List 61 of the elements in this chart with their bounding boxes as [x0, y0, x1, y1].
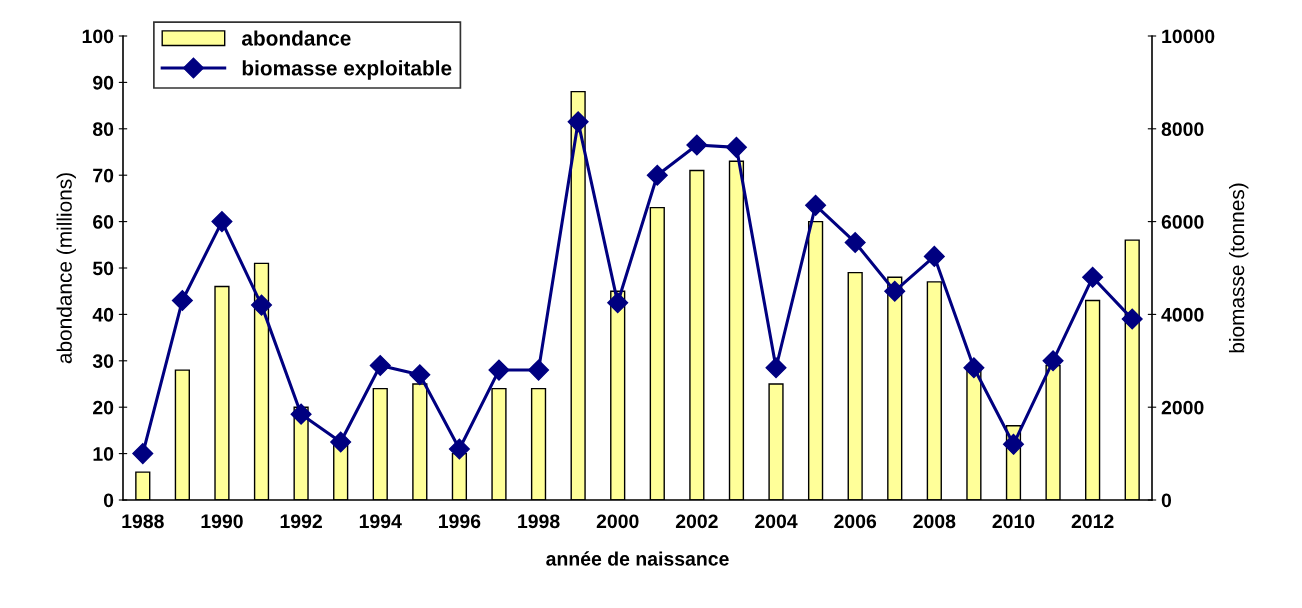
point: [607, 292, 629, 314]
x-tick-label: 1988: [122, 514, 164, 529]
y-tick-label: 20: [93, 400, 114, 415]
x-tick-label: 2006: [834, 514, 877, 529]
point: [1002, 433, 1024, 455]
legend-label: abondance: [241, 30, 351, 46]
x-tick-label: 2002: [675, 514, 718, 529]
y-tick-label: 30: [92, 354, 114, 369]
point: [171, 289, 193, 311]
point: [765, 357, 787, 379]
y2-tick-label: 0: [1161, 493, 1172, 508]
y2-tick-label: 4000: [1161, 307, 1204, 322]
x-tick-label: 1992: [280, 514, 322, 529]
x-axis-title: année de naissance: [546, 551, 729, 566]
y2-tick-label: 10000: [1162, 29, 1215, 44]
x-tick-label: 1990: [201, 514, 243, 529]
point: [646, 164, 668, 186]
x-tick-label: 2012: [1071, 514, 1114, 529]
y-tick-label: 50: [92, 261, 114, 276]
x-tick-label: 2004: [755, 514, 798, 529]
x-tick-label: 2000: [596, 514, 639, 529]
point: [448, 438, 470, 460]
x-tick-label: 2008: [913, 514, 956, 529]
point: [1082, 266, 1104, 288]
point: [211, 211, 233, 233]
y2-tick-label: 8000: [1161, 122, 1204, 137]
y-tick-label: 10: [93, 447, 114, 461]
point: [686, 134, 708, 156]
point: [528, 359, 550, 381]
y-tick-label: 80: [92, 122, 114, 137]
point: [725, 136, 747, 158]
x-tick-label: 2010: [992, 514, 1035, 529]
point: [963, 357, 985, 379]
point: [844, 231, 866, 253]
point: [884, 280, 906, 302]
y-tick-label: 60: [93, 215, 114, 229]
x-tick-label: 1994: [359, 514, 402, 529]
y-tick-label: 0: [103, 493, 114, 508]
point: [330, 431, 352, 453]
y2-tick-label: 6000: [1161, 215, 1204, 229]
y2-tick-label: 2000: [1161, 400, 1204, 415]
point: [1042, 350, 1064, 372]
x-tick-label: 1998: [518, 514, 560, 529]
point: [409, 364, 431, 386]
point: [290, 403, 312, 425]
legend-label: biomasse exploitable: [242, 60, 452, 80]
point: [251, 294, 273, 316]
y-tick-label: 40: [92, 307, 114, 322]
point: [132, 443, 154, 465]
y-tick-label: 90: [93, 75, 114, 90]
y-tick-label: 70: [93, 168, 114, 183]
point: [488, 359, 510, 381]
point: [805, 194, 827, 216]
y-tick-label: 100: [82, 29, 114, 44]
y-axis-title: abondance (millions): [56, 173, 76, 364]
point: [369, 354, 391, 376]
point: [567, 111, 589, 133]
y2-axis-title: biomasse (tonnes): [1228, 183, 1249, 353]
point: [1121, 308, 1143, 330]
point: [923, 245, 945, 267]
x-tick-label: 1996: [439, 514, 481, 529]
